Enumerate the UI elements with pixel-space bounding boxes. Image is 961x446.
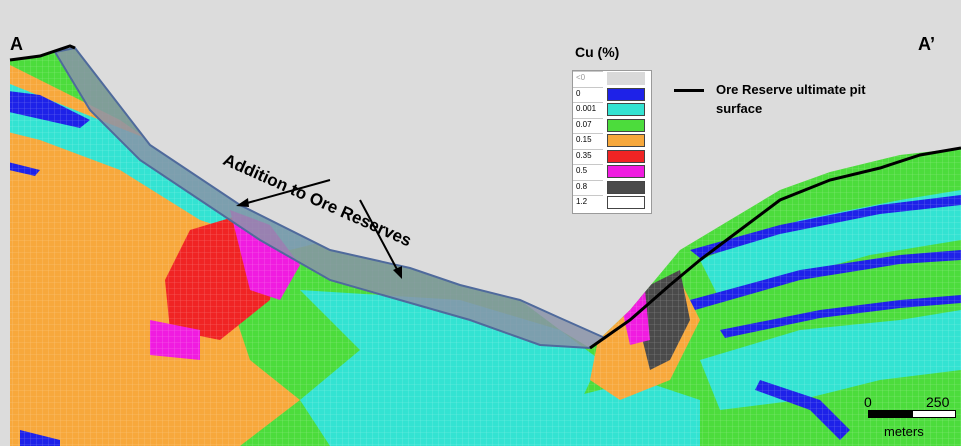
annotation-arrow-1: [239, 179, 331, 206]
scale-min-label: 0: [864, 394, 872, 410]
pit-surface-line: [9, 44, 76, 62]
legend-swatch: [607, 165, 645, 178]
legend-value: 1.2: [576, 197, 588, 206]
legend-row: <0: [573, 71, 651, 87]
legend-row-divider: [573, 71, 603, 72]
legend-row: 0: [573, 86, 651, 103]
legend-row: 0.15: [573, 133, 651, 149]
scale-bar-black-segment: [868, 410, 912, 418]
pit-line-legend-label: Ore Reserve ultimate pit surface: [716, 82, 866, 116]
legend-row-divider: [573, 86, 603, 88]
legend-value: <0: [576, 73, 586, 82]
legend-swatch: [607, 87, 645, 101]
legend-value: 0.35: [576, 150, 592, 160]
annotation-arrow-2: [359, 199, 401, 276]
legend-row-divider: [573, 148, 603, 150]
legend-row-divider: [573, 102, 603, 103]
legend-value: 0.001: [576, 104, 597, 113]
legend-row: 0.07: [573, 117, 651, 134]
legend-row: 0.35: [573, 148, 651, 165]
legend-row-divider: [573, 195, 603, 196]
scale-bar-white-segment: [912, 410, 956, 418]
legend-row-divider: [573, 164, 603, 165]
scale-max-label: 250: [926, 394, 950, 410]
scale-bar: [868, 410, 956, 418]
legend-value: 0.5: [576, 166, 588, 175]
legend-row: 1.2: [573, 195, 651, 211]
legend-row-divider: [573, 179, 603, 181]
legend-swatch: [607, 118, 645, 132]
legend-value: 0.07: [576, 119, 592, 129]
grade-legend: <0 0 0.001 0.07 0.15 0.35 0.5 0.8 1.2: [572, 70, 652, 214]
legend-value: 0.15: [576, 135, 592, 144]
legend-swatch: [607, 134, 645, 147]
legend-swatch: [607, 180, 645, 194]
legend-value: 0: [576, 88, 581, 98]
legend-swatch: [607, 149, 645, 163]
annotation-arrowhead-1: [236, 198, 249, 207]
legend-row: 0.8: [573, 179, 651, 196]
scale-unit-label: meters: [884, 424, 924, 439]
legend-swatch: [607, 196, 645, 209]
pit-surface-line-right: [589, 146, 961, 350]
legend-row: 0.001: [573, 102, 651, 118]
legend-row-divider: [573, 133, 603, 134]
legend-swatch: [607, 72, 645, 85]
legend-row-divider: [573, 117, 603, 119]
legend-value: 0.8: [576, 181, 588, 191]
pit-line-legend-swatch: [674, 89, 704, 92]
section-end-label: A’: [918, 34, 936, 54]
legend-row: 0.5: [573, 164, 651, 180]
legend-swatch: [607, 103, 645, 116]
legend-title: Cu (%): [575, 44, 620, 60]
section-start-label: A: [10, 34, 23, 54]
annotation-arrowhead-2: [393, 266, 402, 279]
